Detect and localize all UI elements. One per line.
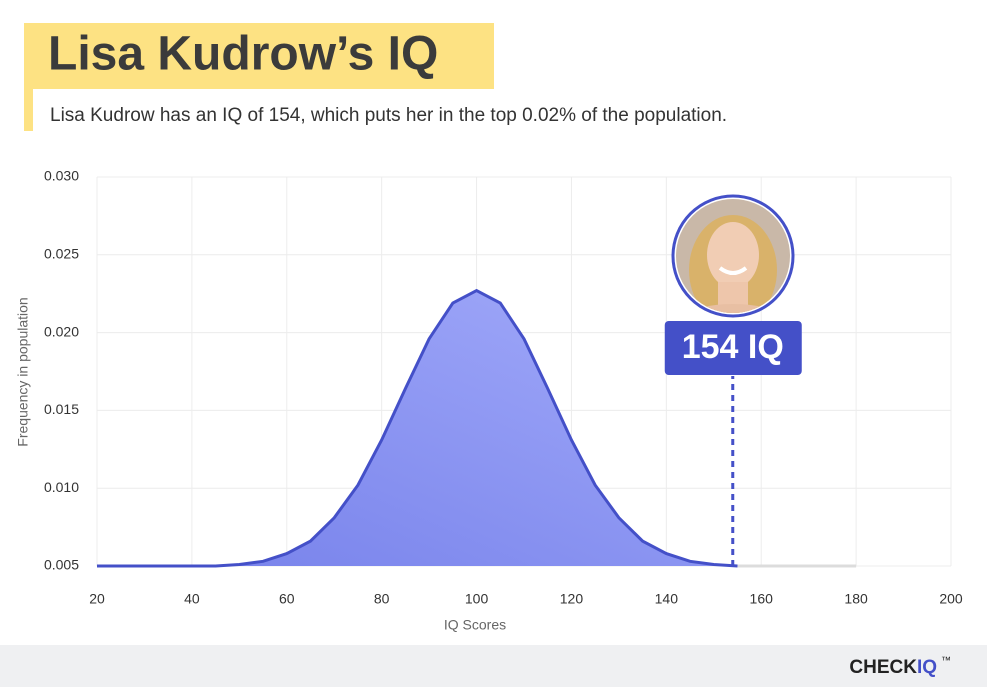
- chart-subtitle: Lisa Kudrow has an IQ of 154, which puts…: [50, 105, 727, 126]
- title-background: [24, 23, 494, 89]
- brand-logo: CHECKIQ: [849, 657, 937, 678]
- y-tick-label: 0.030: [44, 168, 79, 184]
- x-axis-label: IQ Scores: [444, 617, 506, 633]
- y-axis-label: Frequency in population: [15, 297, 31, 446]
- x-tick-label: 80: [374, 591, 390, 607]
- plot-area: 0.005 0.010 0.015 0.020 0.025 0.030 20 40 60 80 10…: [44, 168, 963, 607]
- x-tick-label: 20: [89, 591, 105, 607]
- x-tick-label: 140: [655, 591, 679, 607]
- y-tick-label: 0.010: [44, 479, 79, 495]
- y-tick-label: 0.005: [44, 557, 79, 573]
- x-tick-label: 120: [560, 591, 584, 607]
- chart-title: Lisa Kudrow’s IQ: [48, 28, 438, 81]
- subtitle-bar: [24, 89, 33, 131]
- x-tick-label: 60: [279, 591, 295, 607]
- x-tick-label: 200: [939, 591, 963, 607]
- brand-name: CHECK: [849, 657, 917, 678]
- footer: [0, 645, 987, 687]
- x-tick-label: 180: [844, 591, 868, 607]
- photo: [671, 194, 795, 318]
- x-tick-label: 100: [465, 591, 489, 607]
- annotation-box: [664, 321, 802, 375]
- y-tick-label: 0.025: [44, 246, 79, 262]
- x-tick-label: 160: [750, 591, 774, 607]
- area-line: [97, 288, 738, 568]
- area-fill: [97, 290, 738, 566]
- brand-mark: ™: [941, 656, 951, 667]
- y-tick-label: 0.020: [44, 323, 79, 339]
- annotation-label: 154 IQ: [682, 328, 784, 366]
- brand-accent: IQ: [917, 657, 937, 678]
- y-tick-label: 0.015: [44, 401, 79, 417]
- x-tick-label: 40: [184, 591, 200, 607]
